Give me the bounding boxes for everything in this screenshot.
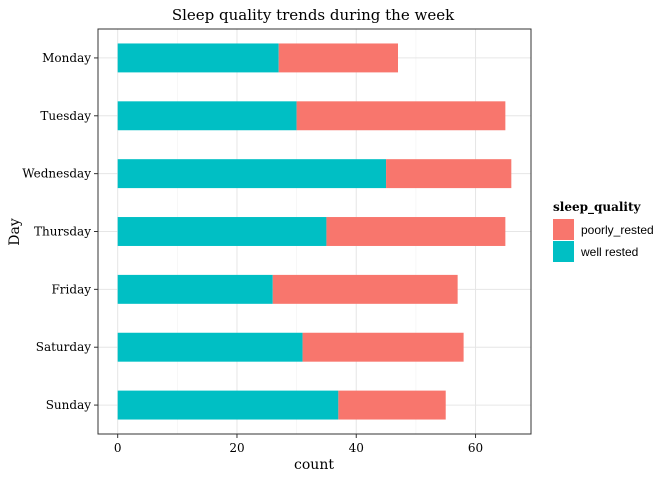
- y-tick-label: Saturday: [36, 340, 91, 354]
- legend-key: [553, 241, 574, 262]
- bar-segment: [117, 217, 327, 246]
- x-tick-label: 40: [349, 441, 364, 455]
- legend-key: [553, 219, 574, 240]
- y-axis-title: Day: [7, 218, 23, 246]
- legend-label: poorly_rested: [581, 223, 654, 237]
- bars: [117, 43, 512, 420]
- bar-segment: [117, 332, 303, 362]
- bar-segment: [338, 390, 446, 420]
- chart-title: Sleep quality trends during the week: [172, 6, 455, 24]
- bar-segment: [296, 101, 506, 131]
- y-tick-label: Monday: [42, 51, 91, 65]
- bar-segment: [117, 390, 339, 420]
- legend-title: sleep_quality: [553, 200, 642, 215]
- x-tick-label: 60: [468, 441, 483, 455]
- bar-segment: [117, 101, 297, 131]
- x-axis: 0 20 40 60: [114, 434, 483, 455]
- bar-segment: [302, 332, 464, 362]
- y-axis: Monday Tuesday Wednesday Thursday Friday Satu…: [22, 51, 98, 412]
- y-tick-label: Sunday: [46, 398, 92, 412]
- x-axis-title: count: [294, 457, 334, 473]
- bar-segment: [272, 274, 458, 304]
- y-tick-label: Wednesday: [22, 167, 91, 181]
- y-tick-label: Friday: [51, 282, 91, 296]
- bar-segment: [117, 159, 387, 189]
- bar-segment: [278, 43, 398, 73]
- x-tick-label: 0: [114, 441, 122, 455]
- y-tick-label: Thursday: [34, 225, 91, 239]
- bar-segment: [326, 217, 506, 246]
- legend-label: well rested: [580, 245, 638, 259]
- bar-segment: [386, 159, 512, 189]
- x-tick-label: 20: [229, 441, 244, 455]
- bar-segment: [117, 43, 279, 73]
- bar-segment: [117, 274, 273, 304]
- y-tick-label: Tuesday: [40, 109, 91, 123]
